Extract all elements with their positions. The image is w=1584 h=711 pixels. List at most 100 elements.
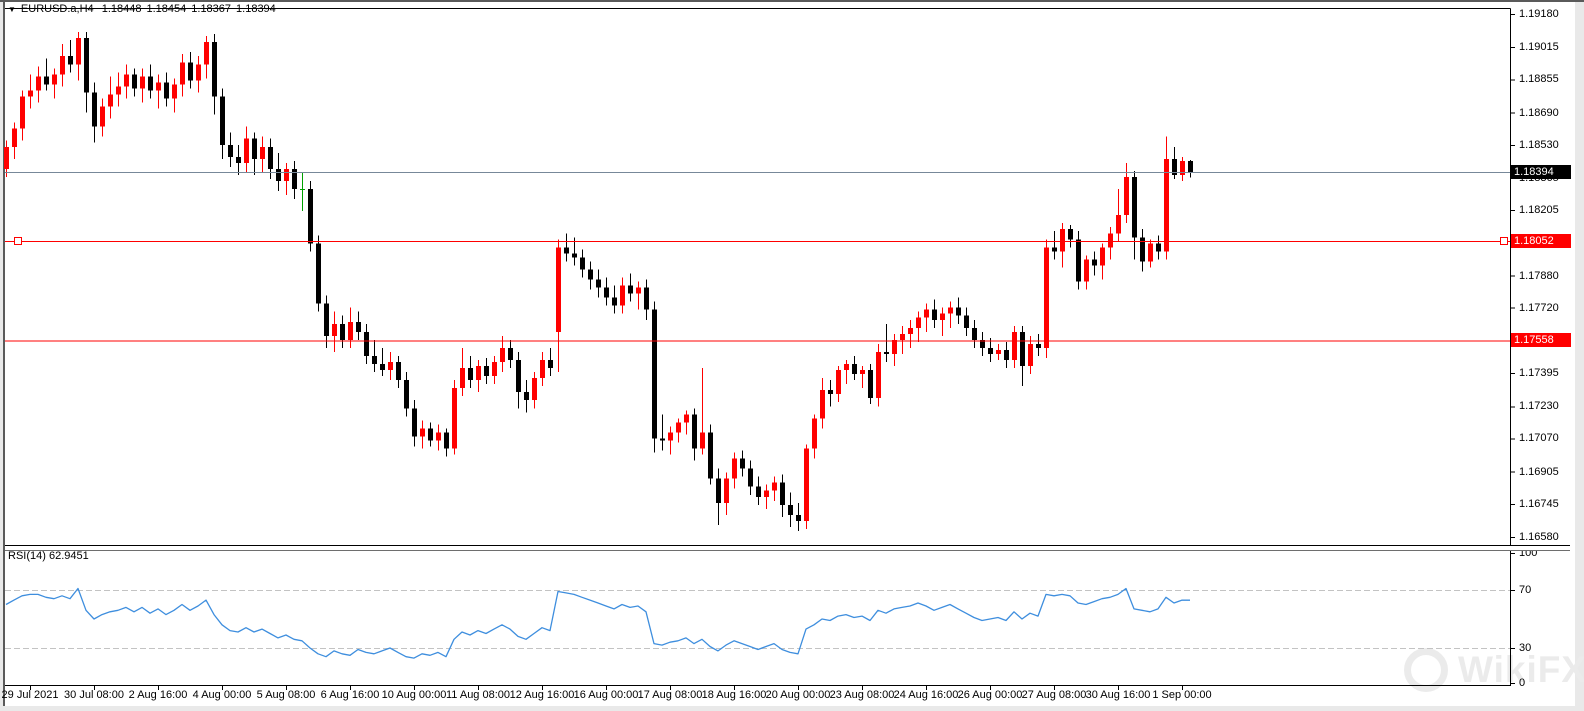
candle-body[interactable]	[476, 366, 481, 381]
candle-body[interactable]	[332, 323, 337, 336]
candle-body[interactable]	[188, 62, 193, 81]
candle-body[interactable]	[300, 189, 305, 191]
candle-body[interactable]	[1124, 176, 1129, 216]
candle-body[interactable]	[540, 359, 545, 379]
candle-body[interactable]	[828, 390, 833, 395]
candle-body[interactable]	[780, 482, 785, 505]
candle-body[interactable]	[284, 168, 289, 181]
candle-body[interactable]	[948, 307, 953, 314]
candle-body[interactable]	[956, 307, 961, 316]
candle-body[interactable]	[660, 438, 665, 441]
candle-body[interactable]	[900, 333, 905, 340]
candle-body[interactable]	[1172, 158, 1177, 175]
symbol-dropdown-icon[interactable]: ▼	[8, 5, 16, 14]
candle-body[interactable]	[556, 247, 561, 332]
candle-body[interactable]	[268, 146, 273, 169]
candle-body[interactable]	[292, 168, 297, 190]
candle-body[interactable]	[116, 86, 121, 95]
candle-body[interactable]	[532, 378, 537, 401]
candle-body[interactable]	[580, 257, 585, 270]
candle-body[interactable]	[204, 42, 209, 65]
candle-body[interactable]	[60, 56, 65, 75]
candle-body[interactable]	[716, 478, 721, 503]
candle-body[interactable]	[260, 146, 265, 159]
candle-body[interactable]	[1012, 331, 1017, 360]
rsi-layer[interactable]	[5, 587, 1511, 659]
candle-body[interactable]	[372, 355, 377, 365]
candle-body[interactable]	[892, 339, 897, 354]
candle-body[interactable]	[228, 144, 233, 157]
candle-body[interactable]	[692, 414, 697, 449]
candle-body[interactable]	[604, 287, 609, 298]
candle-body[interactable]	[844, 364, 849, 371]
candle-body[interactable]	[508, 347, 513, 360]
candle-body[interactable]	[772, 482, 777, 491]
candle-body[interactable]	[172, 84, 177, 99]
candle-body[interactable]	[612, 297, 617, 306]
candle-body[interactable]	[812, 418, 817, 449]
candle-body[interactable]	[1028, 343, 1033, 367]
candle-body[interactable]	[396, 361, 401, 381]
candle-body[interactable]	[356, 321, 361, 332]
candle-body[interactable]	[1140, 237, 1145, 262]
line-drag-handle[interactable]	[14, 236, 22, 245]
candle-body[interactable]	[1116, 215, 1121, 234]
candle-body[interactable]	[76, 38, 81, 65]
candle-body[interactable]	[348, 321, 353, 340]
candle-body[interactable]	[764, 490, 769, 497]
candle-body[interactable]	[1068, 229, 1073, 240]
candle-body[interactable]	[324, 303, 329, 336]
candle-body[interactable]	[1036, 343, 1041, 348]
candle-body[interactable]	[852, 364, 857, 375]
candle-body[interactable]	[244, 138, 249, 163]
candle-body[interactable]	[12, 128, 17, 147]
candle-body[interactable]	[164, 82, 169, 99]
candle-body[interactable]	[468, 368, 473, 381]
candle-body[interactable]	[500, 347, 505, 362]
candle-body[interactable]	[516, 359, 521, 393]
candle-body[interactable]	[380, 364, 385, 371]
candle-body[interactable]	[548, 359, 553, 369]
candle-body[interactable]	[140, 76, 145, 89]
candle-body[interactable]	[148, 76, 153, 91]
candle-body[interactable]	[644, 287, 649, 310]
candle-body[interactable]	[484, 366, 489, 377]
candle-body[interactable]	[732, 458, 737, 479]
candle-body[interactable]	[4, 146, 9, 169]
candle-body[interactable]	[44, 76, 49, 85]
candle-body[interactable]	[452, 388, 457, 449]
candle-body[interactable]	[908, 327, 913, 334]
candle-body[interactable]	[252, 138, 257, 159]
candle-body[interactable]	[20, 96, 25, 129]
candle-body[interactable]	[588, 269, 593, 280]
candle-body[interactable]	[1156, 243, 1161, 252]
candle-body[interactable]	[68, 56, 73, 65]
candle-body[interactable]	[836, 370, 841, 395]
candle-body[interactable]	[428, 428, 433, 441]
candle-body[interactable]	[748, 468, 753, 487]
candle-body[interactable]	[92, 92, 97, 127]
candle-body[interactable]	[620, 285, 625, 306]
candle-body[interactable]	[1188, 161, 1193, 173]
candle-body[interactable]	[132, 74, 137, 89]
candle-body[interactable]	[1060, 229, 1065, 252]
candle-body[interactable]	[100, 106, 105, 127]
candle-body[interactable]	[668, 432, 673, 441]
candle-body[interactable]	[788, 504, 793, 515]
candle-body[interactable]	[596, 279, 601, 288]
candle-body[interactable]	[1084, 259, 1089, 282]
candle-body[interactable]	[220, 96, 225, 145]
candle-body[interactable]	[524, 392, 529, 401]
candle-body[interactable]	[108, 94, 113, 107]
candle-body[interactable]	[636, 287, 641, 294]
candle-body[interactable]	[404, 380, 409, 409]
candle-body[interactable]	[388, 361, 393, 371]
candle-body[interactable]	[492, 361, 497, 377]
candles-layer[interactable]	[4, 32, 1193, 531]
candle-body[interactable]	[460, 368, 465, 389]
candle-body[interactable]	[572, 253, 577, 258]
candle-body[interactable]	[972, 327, 977, 340]
candle-body[interactable]	[308, 189, 313, 244]
candle-body[interactable]	[684, 414, 689, 423]
